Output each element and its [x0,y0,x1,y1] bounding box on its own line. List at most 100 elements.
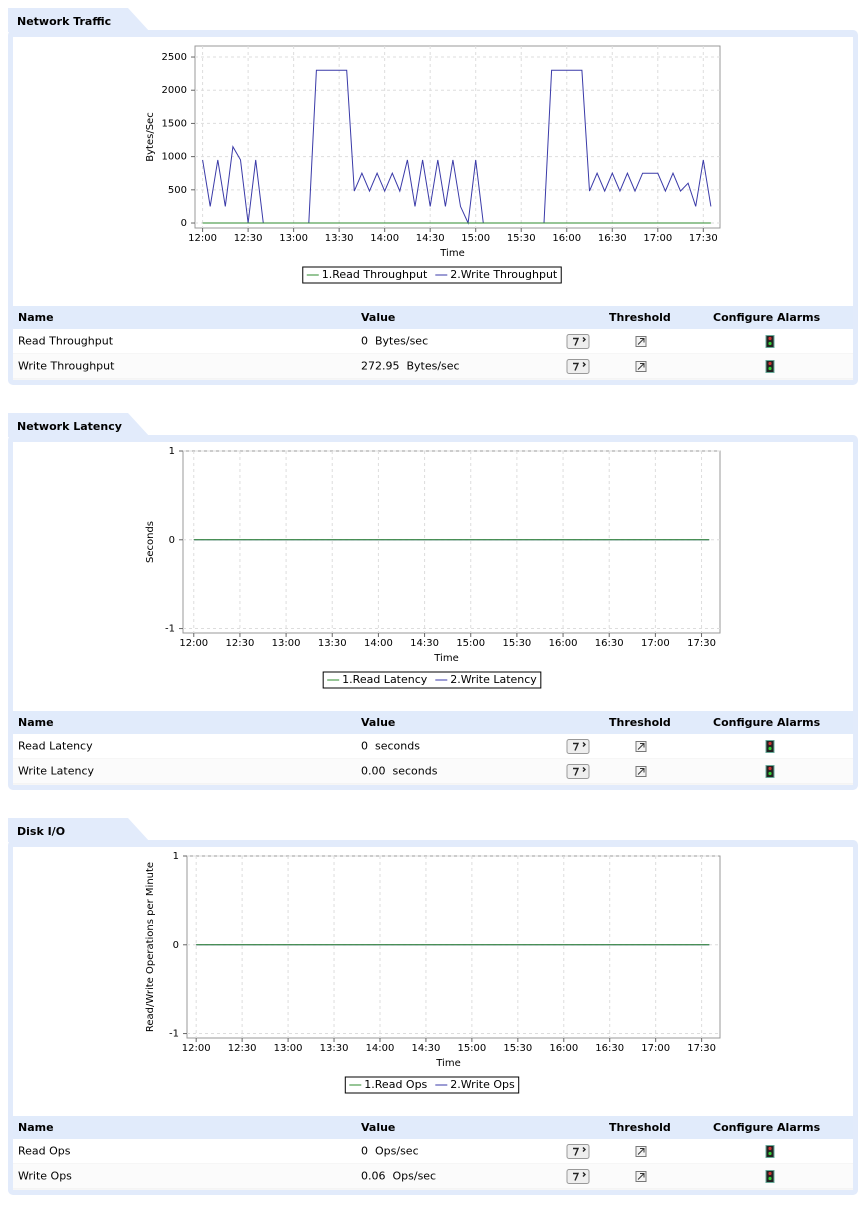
x-axis-label: Time [435,1058,460,1069]
table-cell: Write Latency [18,765,95,778]
x-tick-label: 15:30 [502,638,531,649]
table-header [13,711,853,734]
history-button[interactable] [566,359,590,374]
table-row [13,329,853,354]
table-row [13,734,853,759]
alarm-light [768,366,772,371]
column-header: Value [361,716,395,729]
table-cell: 272.95 Bytes/sec [361,360,460,373]
x-tick-label: 13:00 [274,1043,303,1054]
plot-area [182,450,721,634]
x-axis-label: Time [433,653,458,664]
history-button[interactable] [566,739,590,754]
x-tick-label: 13:30 [320,1043,349,1054]
alarm-icon[interactable] [765,1170,775,1183]
table-cell: 0.06 Ops/sec [361,1170,436,1183]
y-tick-label: -1 [165,624,175,635]
alarm-icon[interactable] [765,765,775,778]
x-tick-label: 12:00 [188,233,217,244]
table-cell: Read Latency [18,740,93,753]
history-icon [573,1147,586,1156]
legend-box [344,1076,520,1094]
column-header: Value [361,1121,395,1134]
threshold-arrow [637,363,645,370]
threshold-arrow [637,768,645,775]
column-header: Configure Alarms [713,311,821,324]
legend-box [302,266,562,284]
table-row [13,354,853,379]
x-tick-label: 13:00 [272,638,301,649]
legend-label: 1.Read Throughput [322,268,428,281]
alarm-icon[interactable] [765,740,775,753]
table-cell: 0 seconds [361,740,420,753]
panel-tab [8,8,150,32]
alarm-light [768,746,772,751]
y-tick-label: 1 [173,851,179,862]
legend-label: 2.Write Latency [450,673,537,686]
x-tick-label: 16:00 [552,233,581,244]
column-header: Configure Alarms [713,1121,821,1134]
panel-tab [8,818,150,842]
alarm-icon[interactable] [765,360,775,373]
alarm-icon[interactable] [765,335,775,348]
x-tick-label: 15:00 [456,638,485,649]
x-tick-label: 14:30 [410,638,439,649]
y-tick-label: 2500 [162,52,187,63]
history-icon [573,767,586,776]
x-tick-label: 12:00 [182,1043,211,1054]
legend-label: 2.Write Throughput [450,268,558,281]
history-button[interactable] [566,1169,590,1184]
column-header: Threshold [609,1121,671,1134]
y-axis-label: Bytes/Sec [145,112,156,161]
history-icon [573,362,586,371]
y-tick-label: 0 [173,940,179,951]
x-tick-label: 16:30 [595,638,624,649]
legend: 1.Read Throughput 2.Write Throughput [302,266,562,284]
alarm-light [768,361,772,366]
panel-title: Network Traffic [17,15,111,28]
table-row [13,759,853,784]
panel-tab [8,413,150,437]
history-button[interactable] [566,764,590,779]
x-tick-label: 14:00 [366,1043,395,1054]
legend: 1.Read Ops 2.Write Ops [344,1076,520,1094]
table-header [13,306,853,329]
alarm-light [768,1176,772,1181]
alarm-light [768,1171,772,1176]
x-tick-label: 14:00 [370,233,399,244]
alarm-light [768,341,772,346]
table-header [13,1116,853,1139]
x-tick-label: 13:30 [318,638,347,649]
x-tick-label: 17:00 [641,638,670,649]
alarm-light [768,336,772,341]
x-tick-label: 12:30 [228,1043,257,1054]
plot-area [186,855,721,1039]
alarm-light [768,1151,772,1156]
history-button[interactable] [566,334,590,349]
alarm-icon[interactable] [765,1145,775,1158]
history-button[interactable] [566,1144,590,1159]
panel: Network Traffic 12:00 12:30 13:00 13:30 14:00… [8,8,858,385]
alarm-light [768,771,772,776]
panel-title: Network Latency [17,420,122,433]
y-tick-label: 0 [169,535,175,546]
history-icon [573,337,586,346]
y-tick-label: -1 [169,1029,179,1040]
x-tick-label: 17:30 [687,1043,716,1054]
x-tick-label: 13:00 [279,233,308,244]
legend-label: 1.Read Ops [364,1078,427,1091]
legend-label: 2.Write Ops [450,1078,515,1091]
table-cell: Read Throughput [18,335,114,348]
alarm-light [768,1146,772,1151]
threshold-arrow [637,338,645,345]
x-tick-label: 17:30 [687,638,716,649]
x-tick-label: 12:30 [226,638,255,649]
table-cell: 0 Ops/sec [361,1145,419,1158]
y-tick-label: 2000 [162,85,187,96]
column-header: Configure Alarms [713,716,821,729]
y-tick-label: 0 [181,218,187,229]
table-cell: Write Ops [18,1170,72,1183]
plot-area [194,45,721,229]
x-tick-label: 16:30 [598,233,627,244]
